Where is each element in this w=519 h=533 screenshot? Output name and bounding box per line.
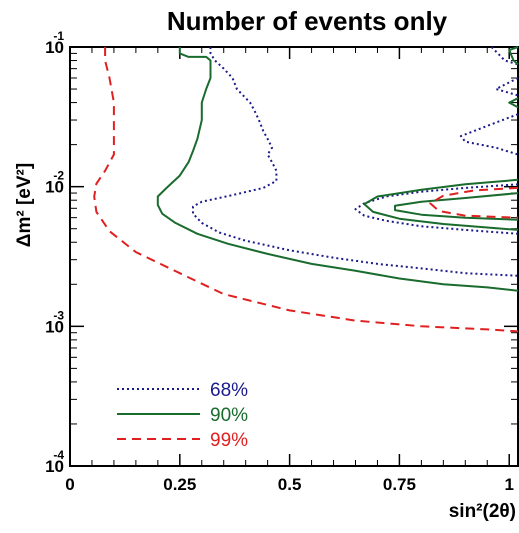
legend-item-90: 90% [117,405,248,426]
contour-68-segment-5 [459,113,519,156]
y-tick-label-exponent: -1 [53,29,64,43]
x-tick-label: 0.75 [383,475,416,494]
x-tick-label: 1 [504,475,513,494]
legend-item-68: 68% [117,380,248,401]
x-axis-label: sin²(2θ) [449,501,516,522]
y-tick-label-exponent: -3 [53,308,64,322]
contour-90-segment-2 [363,178,519,231]
legend-item-99: 99% [117,430,248,451]
legend-label-99: 99% [210,430,248,451]
y-axis-tick-labels: 10-410-310-210-1 [45,29,64,476]
contour-68-segment-3 [490,46,519,66]
x-tick-label: 0.5 [278,475,302,494]
plot-area [69,46,519,467]
contour-99-segment-1 [93,47,519,333]
y-tick-label-base: 10 [45,457,64,476]
x-axis-tick-labels: 0 0.25 0.5 0.75 1 [65,475,514,494]
contour-68-segment-4 [495,77,519,97]
legend: 68% 90% 99% [117,380,248,451]
y-tick-label-exponent: -2 [53,169,64,183]
x-tick-label: 0 [65,475,74,494]
x-tick-label: 0.25 [163,475,196,494]
y-tick-label-base: 10 [45,38,64,57]
plot-frame [69,46,519,467]
contour-90-segment-1 [156,47,519,292]
contour-90-segment-3 [394,192,519,221]
contour-68-segment-1 [192,47,519,277]
contour-90-segment-5 [508,97,519,109]
contour-99-segment-2 [429,186,519,219]
y-axis-label: Δm² [eV²] [14,163,35,247]
legend-label-90: 90% [210,405,248,426]
chart-title: Number of events only [167,6,448,36]
y-tick-label-exponent: -4 [53,448,64,462]
axis-ticks [69,46,518,467]
contour-68-segment-2 [354,183,519,235]
contour-90-segment-4 [508,46,519,66]
legend-label-68: 68% [210,380,248,401]
y-tick-label-base: 10 [45,317,64,336]
contour-curves [93,46,519,333]
y-tick-label-base: 10 [45,178,64,197]
